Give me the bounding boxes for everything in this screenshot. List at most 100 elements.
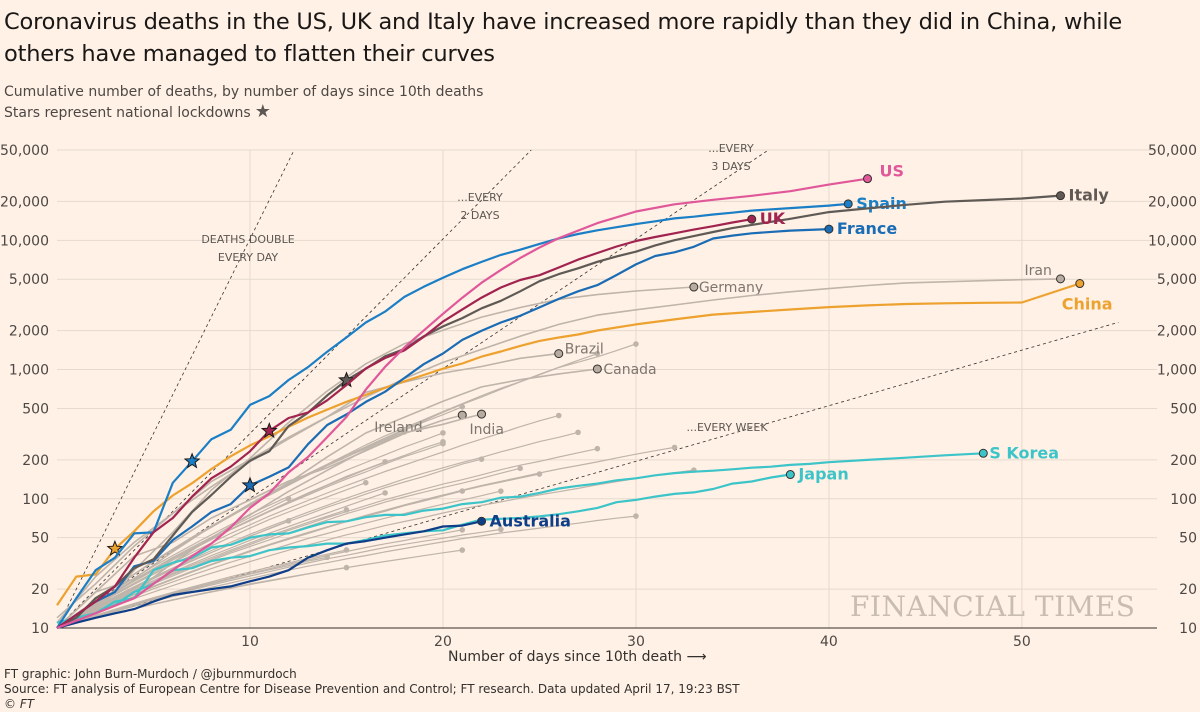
doubling-line — [56, 149, 769, 629]
background-country-endpoint — [401, 429, 408, 435]
background-country-line — [56, 353, 598, 629]
y-tick-label-right: 1,000 — [1157, 363, 1197, 379]
footer-credit: FT graphic: John Burn-Murdoch / @jburnmu… — [4, 667, 297, 681]
background-country-endpoint — [498, 488, 504, 494]
doubling-line — [56, 149, 532, 629]
lockdown-star-italy — [337, 371, 355, 388]
background-country-endpoint — [459, 547, 466, 553]
y-tick-label-left: 200 — [22, 453, 49, 469]
background-country-endpoint — [633, 513, 639, 519]
background-country-endpoint — [343, 547, 350, 553]
y-tick-label-left: 10 — [31, 621, 49, 637]
doubling-line — [56, 321, 1119, 629]
x-tick-label: 20 — [434, 634, 452, 650]
doubling-line-label: DEATHS DOUBLE — [201, 233, 294, 246]
background-country-endpoint — [459, 404, 466, 410]
series-endpoint-spain — [843, 199, 853, 209]
background-country-endpoint — [382, 459, 388, 465]
y-tick-label-right: 100 — [1170, 492, 1197, 508]
background-country-endpoint — [285, 495, 292, 502]
y-tick-label-right: 50 — [1179, 531, 1197, 547]
background-country-endpoint — [440, 440, 446, 447]
x-tick-label: 50 — [1013, 634, 1031, 650]
series-label-japan: Japan — [797, 465, 848, 484]
series-endpoint-canada — [592, 364, 602, 374]
background-country-line — [56, 490, 502, 629]
series-endpoint-us — [863, 174, 873, 184]
background-country-endpoint — [536, 471, 543, 477]
lockdown-star-uk — [260, 422, 278, 439]
y-tick-label-left: 50,000 — [0, 143, 49, 159]
series-endpoint-france — [824, 224, 834, 234]
y-tick-label-left: 50 — [31, 531, 49, 547]
ft-watermark: FINANCIAL TIMES — [850, 590, 1136, 623]
doubling-line-label: ...EVERY — [708, 142, 754, 155]
series-line-japan — [56, 473, 791, 629]
y-tick-label-right: 200 — [1170, 453, 1197, 469]
series-line-uk — [56, 218, 752, 629]
series-line-ireland — [56, 414, 463, 629]
background-country-line — [56, 549, 463, 629]
background-country-endpoint — [691, 467, 697, 473]
series-endpoint-japan — [785, 470, 795, 480]
y-tick-label-left: 1,000 — [9, 363, 49, 379]
background-country-endpoint — [498, 526, 504, 533]
series-endpoint-iran — [1056, 274, 1066, 284]
y-tick-label-left: 20 — [31, 582, 49, 598]
series-endpoint-s-korea — [978, 448, 988, 458]
series-endpoint-china — [1075, 279, 1085, 289]
chart-subtitle: Cumulative number of deaths, by number o… — [4, 84, 484, 100]
series-line-iran — [56, 278, 1061, 619]
y-tick-label-left: 500 — [22, 401, 49, 417]
y-tick-label-left: 2,000 — [9, 324, 49, 340]
series-label-germany: Germany — [699, 280, 763, 296]
doubling-line-label: ...EVERY WEEK — [686, 421, 768, 434]
background-country-line — [56, 431, 405, 629]
background-country-endpoint — [478, 456, 485, 462]
y-tick-label-right: 20 — [1179, 582, 1197, 598]
series-line-s-korea — [56, 452, 984, 624]
background-country-line — [56, 469, 694, 629]
background-country-line — [56, 515, 636, 629]
background-country-endpoint — [362, 479, 369, 486]
series-label-france: France — [837, 219, 897, 238]
background-country-endpoint — [459, 527, 466, 533]
series-line-us — [56, 177, 868, 630]
lockdown-star-china — [106, 539, 124, 557]
series-endpoint-uk — [747, 214, 757, 224]
background-country-line — [56, 567, 347, 629]
background-country-line — [56, 482, 367, 629]
background-country-line — [56, 509, 347, 629]
background-country-line — [56, 498, 289, 629]
y-tick-label-right: 10,000 — [1148, 233, 1197, 249]
series-label-canada: Canada — [603, 362, 656, 378]
background-country-endpoint — [517, 465, 523, 472]
series-line-italy — [56, 194, 1061, 629]
series-label-australia: Australia — [490, 511, 571, 530]
background-country-line — [56, 432, 444, 629]
background-country-line — [56, 556, 328, 629]
footer-copyright: © FT — [4, 697, 35, 711]
background-country-line — [56, 431, 579, 629]
y-tick-label-left: 5,000 — [9, 272, 49, 288]
series-label-iran: Iran — [1025, 263, 1052, 279]
series-label-us: US — [880, 162, 905, 181]
background-country-line — [56, 446, 675, 629]
x-axis-title: Number of days since 10th death ⟶ — [448, 649, 707, 665]
lockdown-star-spain — [183, 452, 201, 469]
background-country-line — [56, 549, 347, 629]
series-line-brazil — [56, 352, 559, 624]
series-endpoint-ireland — [457, 410, 467, 420]
series-label-china: China — [1062, 295, 1113, 314]
background-country-line — [56, 448, 598, 629]
chart-title: Coronavirus deaths in the US, UK and Ita… — [4, 9, 1123, 67]
lockdown-note-text: Stars represent national lockdowns — [4, 105, 251, 121]
lockdown-note: Stars represent national lockdowns ★ — [4, 102, 271, 123]
series-line-china — [56, 282, 1081, 606]
x-axis-label: Number of days since 10th death — [448, 649, 683, 665]
series-line-australia — [56, 520, 482, 630]
background-country-line — [56, 458, 482, 629]
background-country-line — [56, 441, 444, 629]
y-tick-label-left: 20,000 — [0, 194, 49, 210]
series-label-ireland: Ireland — [374, 420, 422, 436]
